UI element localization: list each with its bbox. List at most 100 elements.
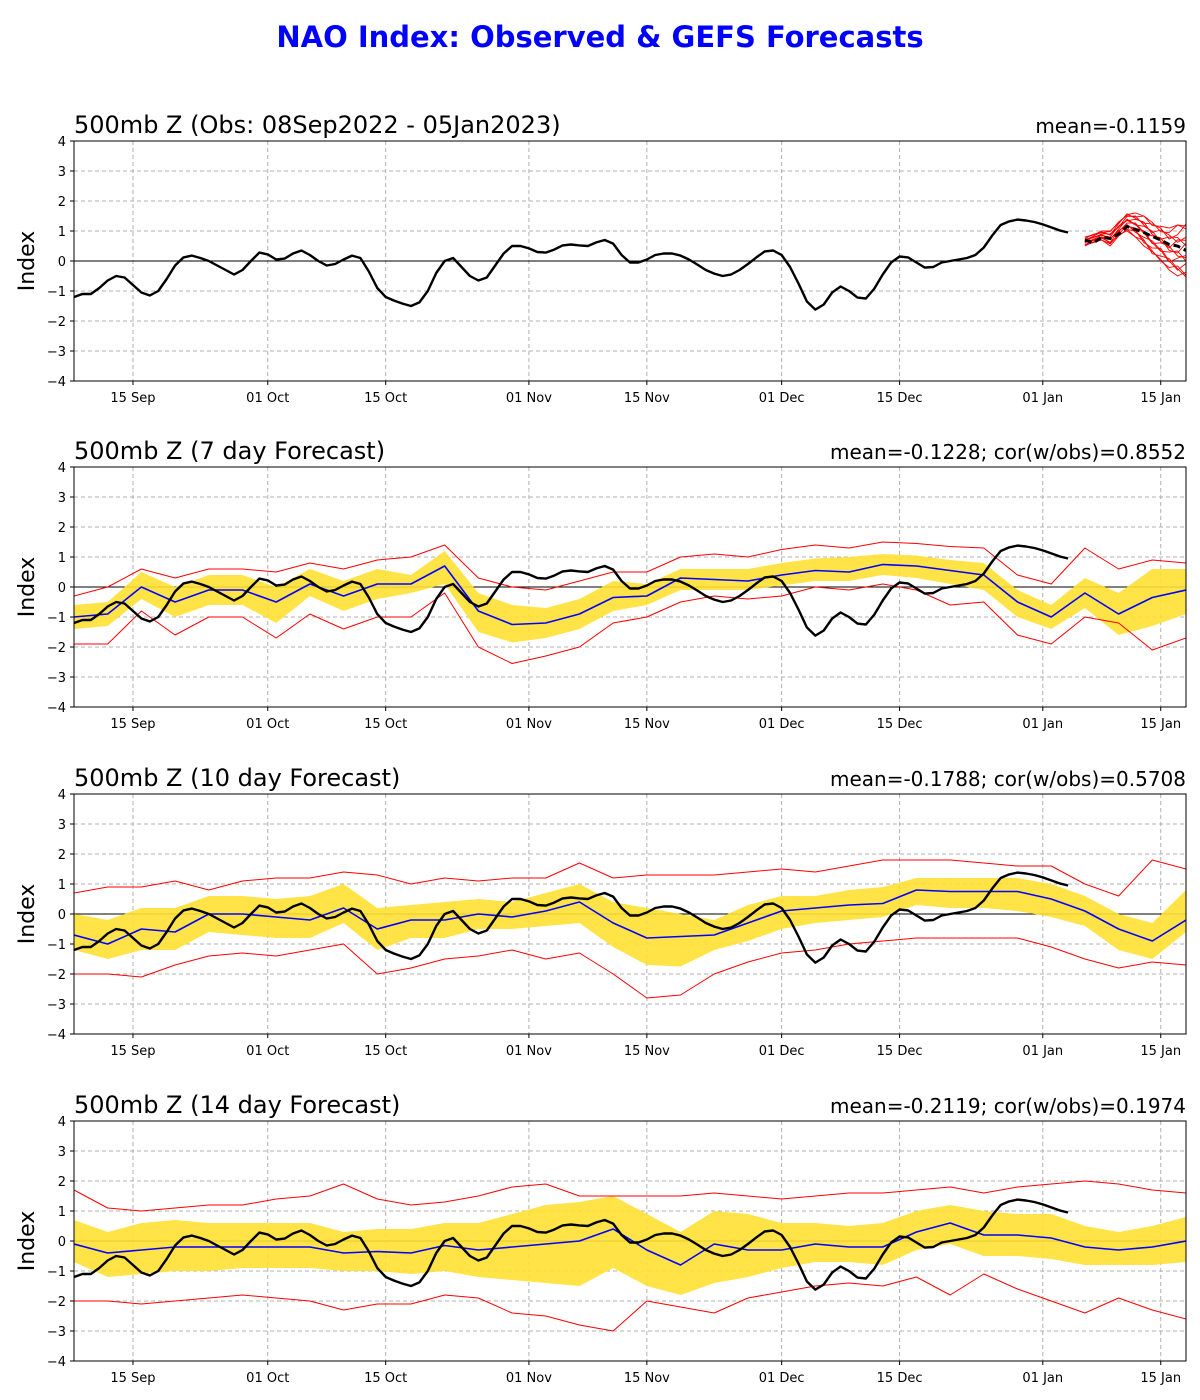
y-tick-label: −1 bbox=[47, 611, 66, 626]
y-tick-label: 4 bbox=[58, 461, 66, 476]
panel-title: 500mb Z (14 day Forecast) bbox=[74, 1091, 400, 1119]
x-tick-label: 15 Jan bbox=[1140, 391, 1181, 406]
y-tick-label: 4 bbox=[58, 788, 66, 803]
observed-line bbox=[74, 871, 1069, 964]
x-tick-label: 01 Oct bbox=[246, 717, 289, 732]
x-tick-label: 15 Nov bbox=[624, 717, 670, 732]
forecast-member-line bbox=[1084, 224, 1186, 263]
y-tick-label: −3 bbox=[47, 671, 66, 686]
y-axis-label: Index bbox=[15, 884, 40, 945]
x-tick-label: 01 Nov bbox=[506, 1044, 552, 1059]
y-axis-label: Index bbox=[15, 231, 40, 292]
y-tick-label: 4 bbox=[58, 135, 66, 150]
y-tick-label: 0 bbox=[58, 581, 66, 596]
panel-title: 500mb Z (Obs: 08Sep2022 - 05Jan2023) bbox=[74, 111, 561, 139]
members-max-line bbox=[74, 1180, 1186, 1212]
x-tick-label: 15 Oct bbox=[364, 1371, 407, 1386]
x-tick-label: 01 Dec bbox=[759, 1044, 805, 1059]
y-tick-label: −2 bbox=[47, 968, 66, 983]
y-tick-label: −2 bbox=[47, 315, 66, 330]
panel-stat: mean=-0.1228; cor(w/obs)=0.8552 bbox=[830, 440, 1186, 464]
x-tick-label: 01 Jan bbox=[1022, 717, 1063, 732]
y-tick-label: −1 bbox=[47, 285, 66, 300]
x-tick-label: 15 Oct bbox=[364, 1044, 407, 1059]
x-tick-label: 15 Jan bbox=[1140, 1371, 1181, 1386]
forecast-member-line bbox=[1084, 212, 1186, 238]
y-tick-label: 1 bbox=[58, 1205, 66, 1220]
y-tick-label: 2 bbox=[58, 848, 66, 863]
y-tick-label: 2 bbox=[58, 521, 66, 536]
forecast-member-line bbox=[1084, 215, 1186, 238]
y-tick-label: 2 bbox=[58, 195, 66, 210]
members-min-line bbox=[74, 583, 1186, 664]
y-tick-label: 0 bbox=[58, 255, 66, 270]
y-tick-label: −1 bbox=[47, 1265, 66, 1280]
x-tick-label: 15 Nov bbox=[624, 391, 670, 406]
y-tick-label: −1 bbox=[47, 938, 66, 953]
plot-area bbox=[74, 467, 1186, 707]
x-tick-label: 15 Nov bbox=[624, 1044, 670, 1059]
y-tick-label: 3 bbox=[58, 818, 66, 833]
x-tick-label: 15 Nov bbox=[624, 1371, 670, 1386]
y-tick-label: 0 bbox=[58, 908, 66, 923]
panel-stat: mean=-0.1159 bbox=[1035, 114, 1186, 138]
panel-title: 500mb Z (7 day Forecast) bbox=[74, 437, 385, 465]
x-tick-label: 15 Oct bbox=[364, 717, 407, 732]
y-tick-label: −4 bbox=[47, 701, 66, 716]
y-tick-label: −3 bbox=[47, 998, 66, 1013]
y-tick-label: 3 bbox=[58, 491, 66, 506]
x-tick-label: 15 Dec bbox=[877, 391, 923, 406]
plot-area bbox=[74, 1121, 1186, 1361]
forecast-member-line bbox=[1084, 219, 1186, 249]
y-tick-label: 1 bbox=[58, 878, 66, 893]
plot-area bbox=[74, 794, 1186, 1034]
x-tick-label: 01 Jan bbox=[1022, 391, 1063, 406]
page-title: NAO Index: Observed & GEFS Forecasts bbox=[276, 20, 924, 54]
y-tick-label: −4 bbox=[47, 1355, 66, 1370]
y-tick-label: −4 bbox=[47, 1028, 66, 1043]
panel-stat: mean=-0.2119; cor(w/obs)=0.1974 bbox=[830, 1094, 1186, 1118]
observed-line bbox=[74, 218, 1069, 311]
x-tick-label: 01 Dec bbox=[759, 391, 805, 406]
y-tick-label: −3 bbox=[47, 345, 66, 360]
x-tick-label: 15 Jan bbox=[1140, 717, 1181, 732]
y-tick-label: 3 bbox=[58, 1145, 66, 1160]
x-tick-label: 15 Oct bbox=[364, 391, 407, 406]
forecast-member-line bbox=[1084, 230, 1186, 276]
chart-panel: 500mb Z (14 day Forecast) mean=-0.2119; c… bbox=[15, 1091, 1187, 1386]
members-max-line bbox=[74, 859, 1186, 897]
y-tick-label: −4 bbox=[47, 375, 66, 390]
y-axis-label: Index bbox=[15, 1211, 40, 1272]
x-tick-label: 01 Nov bbox=[506, 717, 552, 732]
x-tick-label: 01 Jan bbox=[1022, 1371, 1063, 1386]
y-tick-label: 3 bbox=[58, 165, 66, 180]
x-tick-label: 01 Dec bbox=[759, 717, 805, 732]
spread-band bbox=[74, 1196, 1186, 1295]
members-min-line bbox=[74, 937, 1186, 999]
members-min-line bbox=[74, 1273, 1186, 1332]
members-max-line bbox=[74, 541, 1186, 597]
y-tick-label: 0 bbox=[58, 1235, 66, 1250]
observed-line bbox=[74, 544, 1069, 637]
x-tick-label: 15 Sep bbox=[110, 717, 155, 732]
y-tick-label: 2 bbox=[58, 1175, 66, 1190]
x-tick-label: 01 Oct bbox=[246, 1044, 289, 1059]
x-tick-label: 01 Nov bbox=[506, 1371, 552, 1386]
x-tick-label: 15 Sep bbox=[110, 391, 155, 406]
x-tick-label: 01 Jan bbox=[1022, 1044, 1063, 1059]
x-tick-label: 01 Oct bbox=[246, 391, 289, 406]
forecast-member-line bbox=[1084, 218, 1186, 247]
y-tick-label: −2 bbox=[47, 1295, 66, 1310]
chart-panel: 500mb Z (10 day Forecast) mean=-0.1788; c… bbox=[15, 764, 1187, 1059]
y-axis-label: Index bbox=[15, 557, 40, 618]
ensemble-mean-line bbox=[74, 563, 1186, 626]
chart-panel: 500mb Z (7 day Forecast) mean=-0.1228; co… bbox=[15, 437, 1187, 732]
y-tick-label: −2 bbox=[47, 641, 66, 656]
panel-title: 500mb Z (10 day Forecast) bbox=[74, 764, 400, 792]
x-tick-label: 15 Dec bbox=[877, 1044, 923, 1059]
y-tick-label: 4 bbox=[58, 1115, 66, 1130]
ensemble-mean-line bbox=[74, 1222, 1186, 1266]
chart-panel: 500mb Z (Obs: 08Sep2022 - 05Jan2023) mean… bbox=[15, 111, 1187, 406]
x-tick-label: 15 Dec bbox=[877, 717, 923, 732]
x-tick-label: 01 Dec bbox=[759, 1371, 805, 1386]
